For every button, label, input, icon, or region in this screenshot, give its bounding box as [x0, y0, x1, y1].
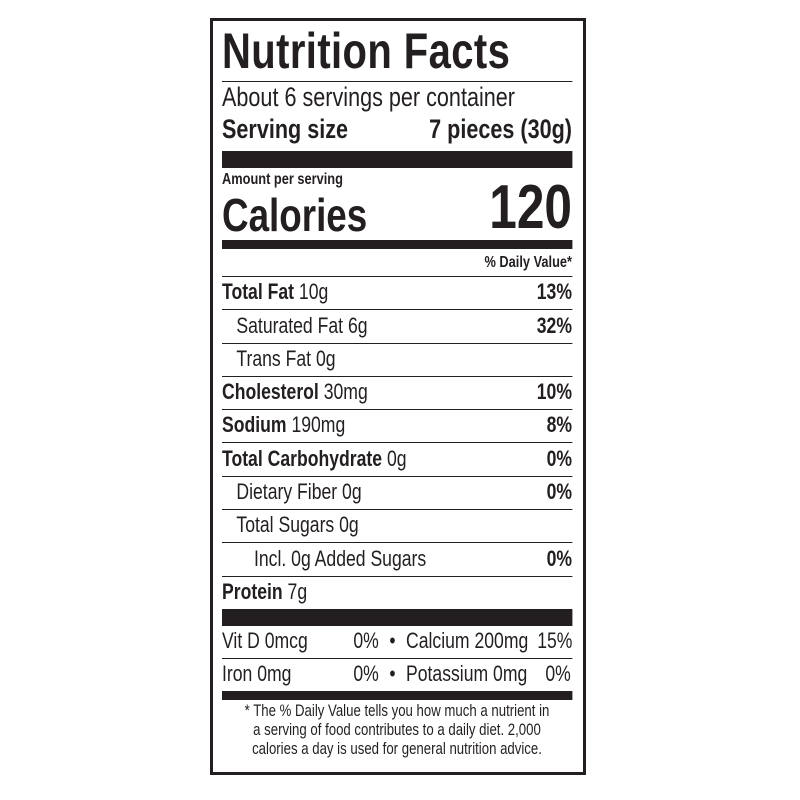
nutrient-row: Trans Fat 0g — [222, 342, 572, 376]
nutrient-label: Protein 7g — [222, 575, 307, 609]
vitamin-left-dv: 0% — [353, 627, 379, 653]
vitamin-row: Vit D 0mcg 0% • Calcium 200mg 15% — [222, 626, 572, 658]
nutrient-daily-value: 0% — [546, 479, 572, 505]
serving-size-label: Serving size — [222, 114, 349, 144]
vitamin-left: Vit D 0mcg — [222, 627, 308, 653]
nutrient-row: Cholesterol 30mg 10% — [222, 375, 572, 409]
nutrition-facts-label: Nutrition Facts About 6 servings per con… — [210, 18, 586, 775]
daily-value-header: % Daily Value* — [222, 249, 572, 276]
nutrient-amount: 0g — [315, 345, 336, 371]
divider-thick — [222, 608, 572, 626]
footnote-line: * The % Daily Value tells you how much a… — [244, 701, 550, 720]
nutrient-name: Total Sugars — [236, 512, 335, 538]
footnote: * The % Daily Value tells you how much a… — [222, 700, 572, 759]
nutrient-daily-value: 10% — [536, 379, 572, 405]
nutrient-name: Total Carbohydrate — [222, 445, 383, 471]
servings-per-container: About 6 servings per container — [222, 82, 515, 112]
nutrient-row: Incl. 0g Added Sugars 0% — [222, 542, 572, 575]
daily-value-header-text: % Daily Value* — [484, 254, 572, 271]
vitamin-right-dv: 0% — [545, 660, 571, 686]
nutrient-daily-value: 13% — [536, 279, 572, 305]
nutrient-amount: 30mg — [323, 379, 368, 405]
nutrient-label: Trans Fat 0g — [222, 342, 336, 376]
vitamin-row: Iron 0mg 0% • Potassium 0mg 0% — [222, 657, 572, 691]
nutrient-label: Total Sugars 0g — [222, 508, 359, 542]
calories-row: Amount per serving Calories 120 — [222, 168, 572, 240]
vitamin-right-dv: 15% — [537, 627, 573, 653]
nutrient-name: Total Fat — [222, 279, 295, 305]
nutrient-row: Saturated Fat 6g 32% — [222, 309, 572, 342]
calories-label: Calories — [222, 189, 368, 241]
nutrient-amount: 6g — [347, 312, 368, 338]
nutrient-label: Dietary Fiber 0g — [222, 475, 362, 509]
nutrient-amount: 190mg — [291, 412, 346, 438]
serving-size-value: 7 pieces (30g) — [429, 114, 572, 144]
nutrient-name: Trans Fat — [236, 345, 312, 371]
nutrient-name: Dietary Fiber — [236, 479, 338, 505]
nutrient-name: Sodium — [222, 412, 287, 438]
nutrient-amount: 10g — [298, 279, 329, 305]
nutrient-label: Total Carbohydrate 0g — [222, 442, 407, 476]
nutrient-label: Total Fat 10g — [222, 275, 328, 309]
nutrient-amount: 7g — [287, 578, 308, 604]
nutrient-daily-value: 8% — [546, 412, 572, 438]
nutrient-daily-value: 0% — [546, 545, 572, 571]
nutrient-row: Sodium 190mg 8% — [222, 409, 572, 442]
nutrient-amount: 0g — [339, 512, 359, 538]
nutrient-row: Protein 7g — [222, 575, 572, 609]
nutrient-row: Dietary Fiber 0g 0% — [222, 475, 572, 509]
nutrient-amount: 0g — [386, 445, 407, 471]
nutrient-label: Saturated Fat 6g — [222, 309, 368, 343]
vitamin-right: Calcium 200mg — [406, 627, 529, 653]
vitamin-sep: • — [389, 627, 396, 653]
nutrient-row: Total Carbohydrate 0g 0% — [222, 442, 572, 475]
divider-medium — [222, 690, 572, 700]
nutrient-name: Protein — [222, 578, 283, 604]
vitamin-left-dv: 0% — [353, 660, 379, 686]
nutrient-daily-value: 0% — [546, 445, 572, 471]
nutrient-label: Cholesterol 30mg — [222, 375, 368, 409]
calories-left: Amount per serving Calories — [222, 168, 367, 240]
divider-medium — [222, 240, 572, 249]
serving-size: Serving size 7 pieces (30g) — [222, 113, 572, 145]
nutrient-row: Total Fat 10g 13% — [222, 276, 572, 309]
footnote-line: calories a day is used for general nutri… — [252, 739, 542, 758]
calories-value: 120 — [489, 173, 572, 242]
footnote-line: a serving of food contributes to a daily… — [253, 720, 541, 739]
nutrient-name: Incl. 0g Added Sugars — [254, 545, 427, 571]
vitamin-left: Iron 0mg — [222, 660, 292, 686]
amount-per-serving: Amount per serving — [222, 171, 343, 188]
vitamin-sep: • — [389, 660, 396, 686]
nutrient-label: Sodium 190mg — [222, 408, 345, 442]
nutrient-amount: 0g — [342, 479, 362, 505]
nutrient-row: Total Sugars 0g — [222, 509, 572, 542]
nutrient-name: Saturated Fat — [236, 312, 344, 338]
label-title: Nutrition Facts — [222, 21, 572, 82]
nutrient-name: Cholesterol — [222, 379, 319, 405]
nutrient-list: Total Fat 10g 13% Saturated Fat 6g 32% Trans… — [222, 276, 572, 609]
vitamin-list: Vit D 0mcg 0% • Calcium 200mg 15% Iron 0mg 0% •… — [222, 626, 572, 691]
nutrient-daily-value: 32% — [536, 312, 572, 338]
divider-thick — [222, 151, 572, 168]
nutrient-label: Incl. 0g Added Sugars — [222, 542, 426, 576]
vitamin-right: Potassium 0mg — [406, 660, 528, 686]
